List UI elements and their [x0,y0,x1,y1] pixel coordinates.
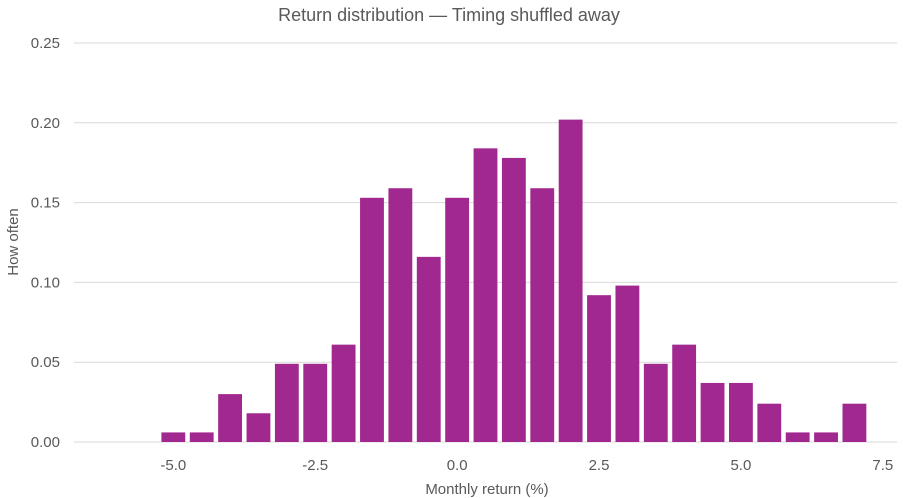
histogram-bar [785,432,810,442]
y-axis-label: How often [5,208,22,276]
x-tick-label: 0.0 [447,457,468,474]
y-tick-label: 0.15 [31,195,60,212]
x-tick-label: -2.5 [302,457,328,474]
histogram-bar [700,382,725,442]
histogram-bar [757,403,782,442]
chart-title: Return distribution — Timing shuffled aw… [278,5,620,25]
histogram-bar [445,197,470,442]
x-axis-label: Monthly return (%) [425,481,548,498]
histogram-bar [728,382,753,442]
histogram-bar [246,413,271,442]
histogram-bar [274,363,299,442]
x-axis-ticks: -5.0 -2.5 0.0 2.5 5.0 7.5 [160,457,893,474]
y-tick-label: 0.25 [31,35,60,52]
histogram-bar [331,344,356,442]
y-tick-label: 0.00 [31,434,60,451]
y-tick-label: 0.20 [31,115,60,132]
bars [161,119,867,443]
histogram-bar [558,119,583,442]
histogram-bar [615,285,640,442]
y-tick-label: 0.05 [31,354,60,371]
histogram-bar [189,432,214,442]
histogram-bar [842,403,867,442]
histogram-bar [530,188,555,442]
histogram-bar [303,363,328,442]
histogram-bar [416,256,441,442]
x-tick-label: 5.0 [730,457,751,474]
histogram-bar [360,197,384,442]
histogram-bar [643,363,668,442]
histogram-bar [473,148,498,442]
y-tick-label: 0.10 [31,274,60,291]
histogram-bar [672,344,697,442]
x-tick-label: -5.0 [160,457,186,474]
histogram-bar [218,394,243,442]
y-axis-ticks: 0.00 0.05 0.10 0.15 0.20 0.25 [31,35,60,451]
histogram-bar [587,295,611,442]
x-tick-label: 2.5 [589,457,610,474]
x-tick-label: 7.5 [872,457,893,474]
histogram-bar [388,188,413,442]
histogram-bar [501,157,526,443]
histogram-bar [814,432,838,442]
histogram-bar [161,432,186,442]
